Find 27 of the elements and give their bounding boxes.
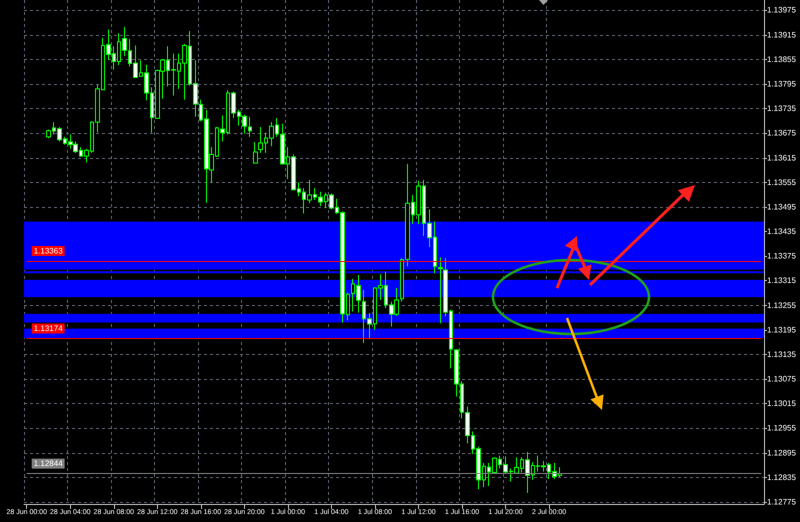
y-tick-label: 1.13915 bbox=[767, 30, 796, 40]
y-tick-label: 1.13375 bbox=[767, 252, 796, 261]
y-tick-label: 1.13675 bbox=[767, 128, 796, 138]
y-tick-label: 1.13855 bbox=[767, 54, 796, 64]
candlestick bbox=[248, 116, 252, 138]
y-tick-label: 1.13795 bbox=[767, 80, 796, 88]
y-tick-label: 1.12835 bbox=[767, 472, 796, 482]
candlestick bbox=[253, 142, 258, 164]
y-tick-label: 1.13315 bbox=[767, 276, 796, 286]
y-tick-label: 1.13135 bbox=[767, 350, 796, 359]
candlestick bbox=[438, 256, 443, 324]
y-tick-label: 1.13435 bbox=[767, 227, 796, 236]
y-tick-label: 1.12895 bbox=[767, 448, 796, 458]
y-tick-label: 1.13615 bbox=[767, 153, 796, 162]
y-tick-label: 1.12775 bbox=[767, 497, 796, 506]
y-tick-label: 1.13015 bbox=[767, 399, 796, 408]
y-tick-label: 1.13255 bbox=[767, 300, 796, 310]
y-tick-label: 1.12955 bbox=[767, 424, 796, 433]
ref-line-label: 1.13174 bbox=[34, 324, 64, 333]
y-tick-label: 1.13195 bbox=[767, 325, 796, 334]
y-tick-label: 1.13555 bbox=[767, 178, 796, 187]
ref-line-label: 1.13363 bbox=[34, 246, 64, 256]
y-tick-label: 1.13075 bbox=[767, 374, 796, 384]
y-tick-label: 1.13495 bbox=[767, 202, 796, 212]
y-tick-label: 1.13735 bbox=[767, 104, 796, 114]
y-tick-label: 1.13975 bbox=[767, 6, 796, 15]
ref-line-label: 1.12844 bbox=[34, 459, 64, 468]
